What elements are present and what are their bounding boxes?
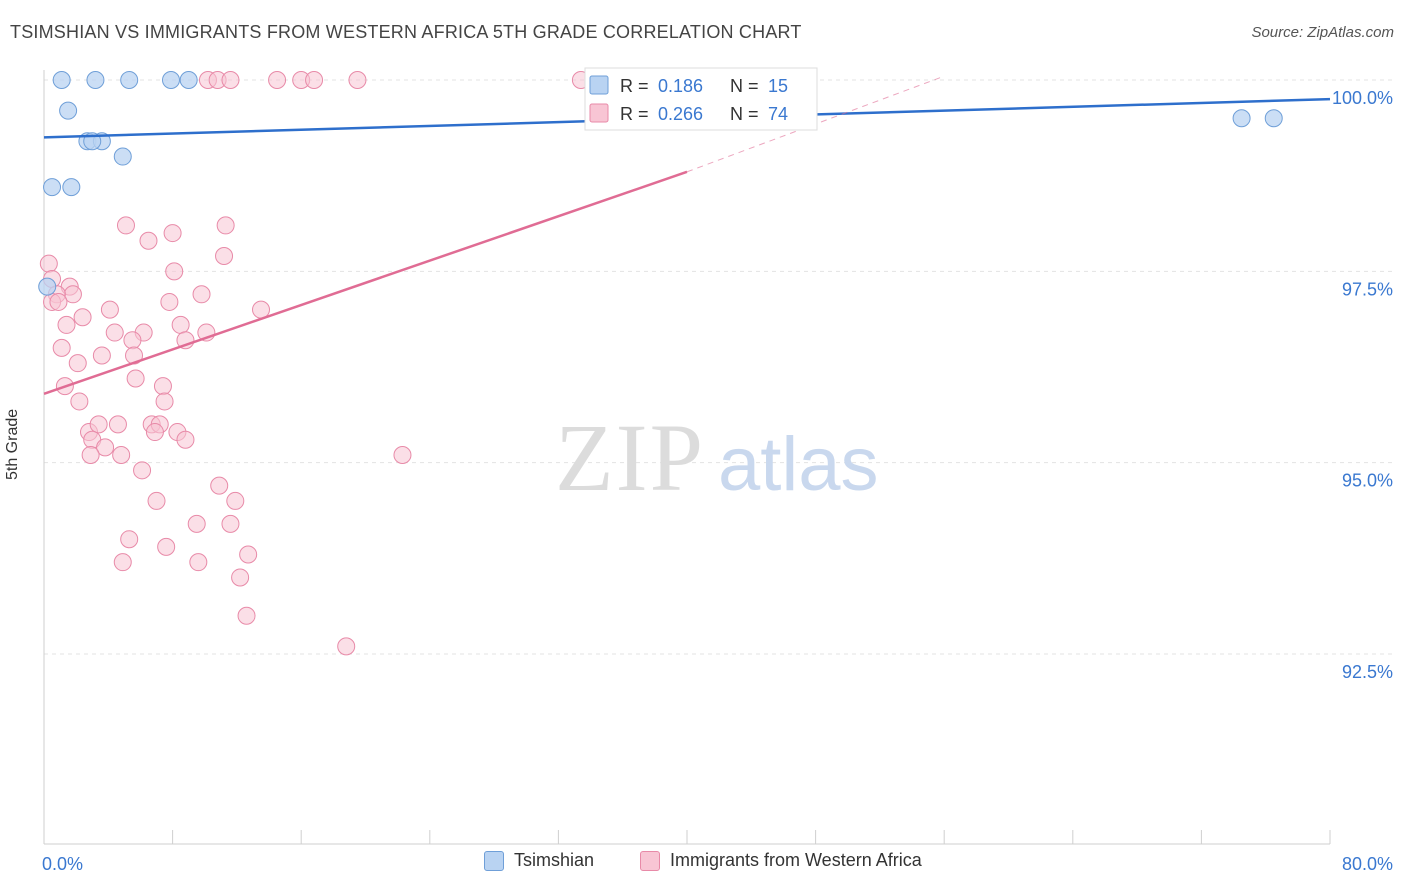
point-immigrants-25 — [73, 308, 92, 327]
point-immigrants-6 — [348, 71, 367, 89]
point-immigrants-63 — [239, 545, 258, 564]
legend-top-n-label-1: N = — [730, 104, 759, 124]
y-tick-label-3: 100.0% — [1332, 88, 1393, 108]
point-immigrants-40 — [155, 392, 174, 411]
y-tick-label-2: 97.5% — [1342, 279, 1393, 299]
point-tsimshian-0 — [52, 71, 71, 89]
point-immigrants-55 — [133, 461, 152, 480]
point-immigrants-27 — [57, 315, 76, 334]
grid-lines — [44, 79, 1392, 655]
point-immigrants-12 — [215, 247, 234, 266]
point-immigrants-57 — [147, 491, 166, 510]
point-tsimshian-11 — [62, 178, 81, 197]
legend-label-immigrants: Immigrants from Western Africa — [670, 850, 922, 870]
point-immigrants-59 — [187, 514, 206, 533]
point-immigrants-66 — [231, 568, 250, 587]
point-immigrants-60 — [221, 514, 240, 533]
point-immigrants-37 — [126, 369, 145, 388]
legend-top-box — [584, 67, 818, 131]
point-immigrants-47 — [108, 415, 127, 434]
point-immigrants-61 — [120, 530, 139, 549]
trend-line-immigrants — [43, 170, 688, 395]
point-tsimshian-1 — [86, 71, 105, 89]
point-tsimshian-2 — [120, 71, 139, 89]
legend-top-n-value-1: 74 — [768, 104, 788, 124]
point-immigrants-2 — [221, 71, 240, 89]
point-immigrants-33 — [52, 338, 71, 357]
point-immigrants-53 — [81, 446, 100, 465]
point-immigrants-67 — [237, 606, 256, 625]
legend-top-r-value-1: 0.266 — [658, 104, 703, 124]
legend-top-r-label-0: R = — [620, 76, 649, 96]
point-immigrants-5 — [305, 71, 324, 89]
point-immigrants-36 — [68, 354, 87, 373]
legend-top-r-label-1: R = — [620, 104, 649, 124]
point-tsimshian-12 — [38, 277, 57, 296]
point-tsimshian-5 — [59, 101, 78, 120]
point-immigrants-22 — [192, 285, 211, 304]
point-immigrants-54 — [393, 446, 412, 465]
point-tsimshian-3 — [161, 71, 180, 89]
point-immigrants-20 — [49, 292, 68, 311]
point-immigrants-44 — [145, 423, 164, 442]
point-tsimshian-13 — [1232, 109, 1251, 128]
legend-top-r-value-0: 0.186 — [658, 76, 703, 96]
point-immigrants-14 — [39, 254, 58, 273]
source-credit: Source: ZipAtlas.com — [1251, 24, 1394, 41]
legend-item-immigrants: Immigrants from Western Africa — [640, 850, 922, 871]
x-tick-label-1: 80.0% — [1342, 854, 1393, 874]
point-immigrants-11 — [139, 231, 158, 250]
point-immigrants-9 — [163, 224, 182, 243]
legend-swatch-tsimshian — [484, 850, 504, 871]
point-tsimshian-9 — [113, 147, 132, 166]
point-immigrants-49 — [176, 430, 195, 449]
legend-top-swatch-tsimshian — [589, 75, 609, 95]
point-immigrants-32 — [123, 331, 142, 350]
y-tick-label-1: 95.0% — [1342, 471, 1393, 491]
point-immigrants-3 — [268, 71, 287, 89]
point-immigrants-8 — [116, 216, 135, 235]
series-immigrants-points — [39, 71, 590, 656]
point-immigrants-68 — [337, 637, 356, 656]
point-immigrants-39 — [153, 377, 172, 396]
point-immigrants-23 — [100, 300, 119, 319]
legend-top-n-label-0: N = — [730, 76, 759, 96]
y-tick-label-0: 92.5% — [1342, 662, 1393, 682]
legend-bottom: Tsimshian Immigrants from Western Africa — [0, 850, 1406, 880]
legend-label-tsimshian: Tsimshian — [514, 850, 595, 870]
point-immigrants-13 — [165, 262, 184, 281]
point-immigrants-28 — [105, 323, 124, 342]
point-immigrants-46 — [89, 415, 108, 434]
point-immigrants-41 — [70, 392, 89, 411]
tick-labels: 92.5% 95.0% 97.5% 100.0% 0.0% 80.0% — [42, 88, 1393, 874]
point-tsimshian-10 — [43, 178, 62, 197]
point-immigrants-56 — [210, 476, 229, 495]
legend-swatch-immigrants — [640, 850, 660, 871]
point-tsimshian-14 — [1264, 109, 1283, 128]
y-axis-label: 5th Grade — [4, 408, 21, 480]
legend-top-swatch-immigrants — [589, 103, 609, 123]
point-immigrants-62 — [157, 537, 176, 556]
watermark-zip: ZIP — [555, 404, 705, 511]
point-immigrants-52 — [112, 446, 131, 465]
point-immigrants-51 — [96, 438, 115, 457]
point-immigrants-58 — [226, 491, 245, 510]
x-tick-label-0: 0.0% — [42, 854, 83, 874]
chart-title: TSIMSHIAN VS IMMIGRANTS FROM WESTERN AFR… — [10, 22, 802, 42]
legend-item-tsimshian: Tsimshian — [484, 850, 594, 871]
point-immigrants-64 — [113, 553, 132, 572]
point-immigrants-21 — [160, 292, 179, 311]
point-immigrants-34 — [92, 346, 111, 365]
point-immigrants-10 — [216, 216, 235, 235]
legend-top: R = 0.186 N = 15 R = 0.266 N = 74 — [584, 67, 818, 131]
watermark-atlas: atlas — [718, 422, 879, 507]
point-tsimshian-4 — [179, 71, 198, 89]
watermark: ZIP atlas — [555, 404, 879, 511]
point-immigrants-26 — [171, 315, 190, 334]
point-immigrants-65 — [189, 553, 208, 572]
axes — [43, 70, 1331, 845]
legend-top-n-value-0: 15 — [768, 76, 788, 96]
